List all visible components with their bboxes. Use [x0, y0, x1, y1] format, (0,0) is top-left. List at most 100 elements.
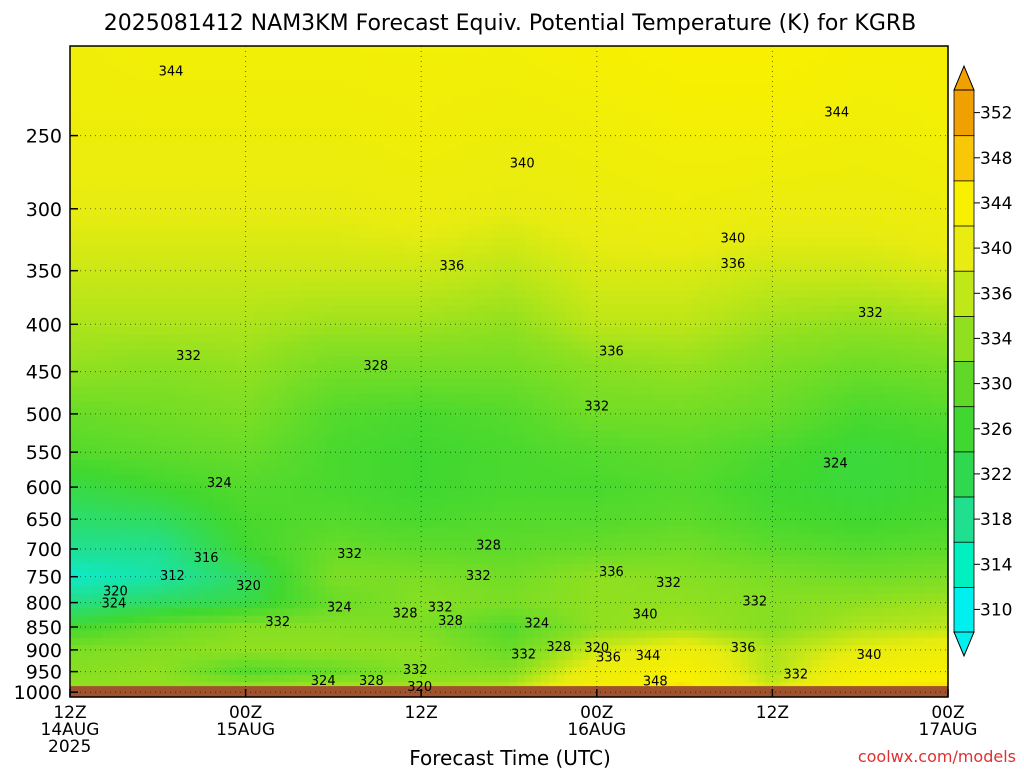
heatmap-cell: [764, 149, 773, 158]
heatmap-cell: [604, 349, 614, 358]
heatmap-cell: [485, 201, 494, 210]
heatmap-cell: [932, 156, 941, 165]
heatmap-cell: [141, 312, 151, 321]
heatmap-cell: [828, 112, 837, 121]
heatmap-cell: [70, 127, 79, 136]
heatmap-cell: [604, 97, 614, 106]
heatmap-cell: [516, 164, 526, 173]
heatmap-cell: [429, 349, 438, 358]
heatmap-cell: [421, 267, 430, 276]
heatmap-cell: [77, 179, 87, 188]
heatmap-cell: [397, 230, 406, 239]
heatmap-cell: [796, 60, 805, 69]
heatmap-cell: [405, 171, 414, 180]
heatmap-cell: [844, 275, 853, 284]
heatmap-cell: [485, 90, 494, 99]
heatmap-cell: [812, 216, 821, 225]
heatmap-cell: [692, 230, 702, 239]
heatmap-cell: [285, 208, 295, 217]
heatmap-cell: [117, 260, 127, 269]
heatmap-cell: [548, 68, 558, 77]
heatmap-cell: [564, 356, 574, 365]
heatmap-cell: [812, 282, 821, 291]
heatmap-cell: [716, 312, 726, 321]
heatmap-cell: [70, 149, 79, 158]
heatmap-cell: [349, 304, 358, 313]
heatmap-cell: [668, 142, 678, 151]
heatmap-cell: [429, 230, 438, 239]
heatmap-cell: [341, 356, 350, 365]
heatmap-cell: [756, 105, 766, 114]
heatmap-cell: [245, 53, 255, 62]
heatmap-cell: [684, 156, 694, 165]
heatmap-cell: [285, 364, 295, 373]
heatmap-cell: [692, 356, 702, 365]
heatmap-cell: [756, 186, 766, 195]
heatmap-cell: [117, 297, 127, 306]
heatmap-cell: [157, 90, 167, 99]
heatmap-cell: [269, 171, 279, 180]
heatmap-cell: [892, 297, 901, 306]
heatmap-cell: [668, 179, 678, 188]
heatmap-cell: [501, 75, 510, 84]
heatmap-cell: [548, 193, 558, 202]
heatmap-cell: [509, 312, 518, 321]
heatmap-cell: [237, 119, 247, 128]
heatmap-cell: [780, 127, 789, 136]
heatmap-cell: [612, 46, 622, 54]
heatmap-cell: [900, 230, 909, 239]
heatmap-cell: [70, 334, 79, 343]
heatmap-cell: [373, 127, 382, 136]
heatmap-cell: [916, 75, 925, 84]
heatmap-cell: [868, 201, 877, 210]
heatmap-cell: [237, 282, 247, 291]
heatmap-cell: [652, 290, 662, 299]
heatmap-cell: [117, 119, 127, 128]
heatmap-cell: [836, 201, 845, 210]
heatmap-cell: [245, 186, 255, 195]
heatmap-cell: [70, 349, 79, 358]
heatmap-cell: [365, 149, 374, 158]
heatmap-cell: [932, 275, 941, 284]
heatmap-cell: [652, 223, 662, 232]
heatmap-cell: [724, 97, 734, 106]
heatmap-cell: [461, 371, 470, 380]
heatmap-cell: [277, 179, 287, 188]
heatmap-cell: [309, 193, 319, 202]
heatmap-cell: [493, 164, 502, 173]
heatmap-cell: [325, 260, 334, 269]
heatmap-cell: [285, 267, 295, 276]
heatmap-cell: [612, 223, 622, 232]
heatmap-cell: [676, 149, 686, 158]
heatmap-cell: [149, 282, 159, 291]
heatmap-cell: [93, 364, 103, 373]
heatmap-cell: [596, 75, 606, 84]
heatmap-cell: [628, 60, 638, 69]
heatmap-cell: [277, 230, 287, 239]
heatmap-cell: [724, 112, 734, 121]
heatmap-cell: [253, 319, 263, 328]
heatmap-cell: [724, 134, 734, 143]
heatmap-cell: [421, 46, 430, 54]
heatmap-cell: [884, 60, 893, 69]
heatmap-cell: [421, 378, 430, 387]
heatmap-cell: [245, 327, 255, 336]
heatmap-cell: [165, 282, 175, 291]
heatmap-cell: [173, 46, 183, 54]
heatmap-cell: [437, 171, 446, 180]
heatmap-cell: [221, 245, 231, 254]
heatmap-cell: [892, 275, 901, 284]
heatmap-cell: [493, 297, 502, 306]
heatmap-cell: [636, 282, 646, 291]
heatmap-cell: [437, 105, 446, 114]
heatmap-cell: [421, 208, 430, 217]
heatmap-cell: [652, 327, 662, 336]
heatmap-cell: [389, 356, 398, 365]
heatmap-cell: [828, 164, 837, 173]
heatmap-cell: [213, 216, 223, 225]
heatmap-cell: [628, 327, 638, 336]
heatmap-cell: [796, 97, 805, 106]
heatmap-cell: [860, 90, 869, 99]
heatmap-cell: [564, 156, 574, 165]
heatmap-cell: [101, 127, 111, 136]
